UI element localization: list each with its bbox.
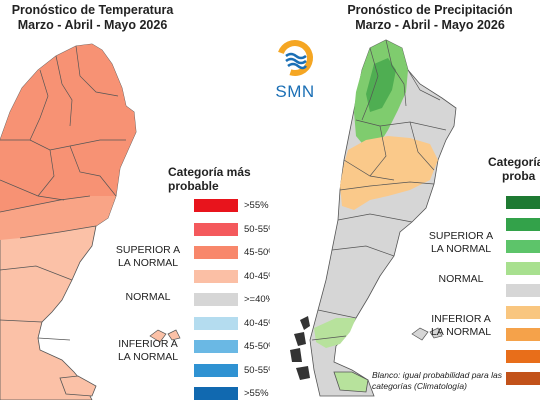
precipitation-map-tierra-del-fuego [333, 371, 369, 393]
precipitation-legend-swatch [506, 196, 540, 209]
temperature-legend-label: >=40% [244, 294, 270, 305]
temperature-panel: Pronóstico de Temperatura Marzo - Abril … [0, 3, 270, 400]
precipitation-map-south-green-region [314, 318, 356, 348]
precipitation-map [290, 39, 457, 397]
precipitation-legend-swatch [506, 284, 540, 297]
precipitation-legend-title-line1: Categoría [488, 155, 540, 169]
temperature-legend-swatch [194, 269, 238, 283]
precipitation-note-line2: categorías (Climatología) [372, 381, 467, 391]
precipitation-normal-label: NORMAL [438, 273, 484, 285]
temperature-legend-label: 45-50% [244, 247, 270, 258]
precipitation-superior-label-line2: LA NORMAL [430, 243, 492, 255]
precipitation-title: Pronóstico de Precipitación [347, 3, 513, 17]
precipitation-note: Blanco: igual probabilidad para las cate… [372, 370, 540, 392]
precipitation-legend-swatch [506, 240, 540, 253]
temperature-inferior-label-line2: LA NORMAL [117, 351, 179, 363]
smn-logo-text: SMN [275, 82, 315, 101]
temperature-map-center-region [0, 196, 116, 240]
temperature-legend-label: 40-45% [244, 270, 270, 282]
temperature-legend-label: 50-55% [244, 364, 270, 376]
temperature-map-province-lines [0, 45, 126, 341]
precipitation-legend-swatch [506, 372, 540, 385]
precipitation-legend-swatch [506, 328, 540, 341]
precipitation-inferior-label-line1: INFERIOR A [431, 313, 491, 325]
temperature-legend-title-line2: probable [168, 179, 219, 193]
temperature-legend-title-line1: Categoría más [168, 165, 251, 179]
temperature-legend-label: 40-45% [244, 317, 270, 329]
temperature-inferior-label-line1: INFERIOR A [118, 338, 178, 350]
temperature-legend-swatch [194, 363, 238, 377]
temperature-title: Pronóstico de Temperatura [11, 3, 174, 17]
temperature-map-malvinas [149, 329, 181, 343]
temperature-legend-swatch [194, 387, 238, 400]
temperature-map-north-region [0, 44, 136, 212]
precipitation-map-malvinas [411, 327, 443, 341]
precipitation-note-line1: Blanco: igual probabilidad para las [372, 370, 502, 380]
temperature-legend-swatch [194, 199, 238, 212]
temperature-superior-label-line1: SUPERIOR A [115, 244, 181, 256]
temperature-legend-label: 50-55% [244, 223, 270, 235]
temperature-superior-label-line2: LA NORMAL [117, 257, 179, 269]
precipitation-legend-title-line2: proba [502, 169, 536, 183]
precipitation-panel: Pronóstico de Precipitación Marzo - Abri… [270, 0, 540, 400]
precipitation-map-province-lines [311, 39, 447, 341]
temperature-legend-swatch [194, 340, 238, 353]
precipitation-subtitle: Marzo - Abril - Mayo 2026 [355, 18, 505, 32]
precipitation-legend-swatch [506, 262, 540, 275]
temperature-legend-label: >55% [244, 388, 269, 399]
precipitation-legend-swatch [506, 218, 540, 231]
precipitation-legend-swatch [506, 350, 540, 363]
temperature-map-tierra-del-fuego [59, 375, 97, 397]
precipitation-map-green-dark-region [366, 58, 396, 112]
temperature-legend-label: 45-50% [244, 341, 270, 352]
temperature-legend-label: >55% [244, 200, 269, 211]
precipitation-map-orange-region [340, 136, 438, 210]
temperature-map [0, 43, 181, 400]
precipitation-map-chile-islands [290, 316, 310, 380]
smn-logo-icon [277, 40, 313, 76]
temperature-legend-swatch [194, 222, 238, 236]
temperature-normal-label: NORMAL [125, 291, 171, 303]
temperature-legend-swatch [194, 316, 238, 330]
temperature-subtitle: Marzo - Abril - Mayo 2026 [17, 18, 168, 32]
precipitation-superior-label-line1: SUPERIOR A [428, 230, 494, 242]
temperature-legend-swatch [194, 293, 238, 306]
precipitation-legend-swatch [506, 306, 540, 319]
precipitation-inferior-label-line2: LA NORMAL [430, 326, 492, 338]
temperature-legend-swatch [194, 246, 238, 259]
